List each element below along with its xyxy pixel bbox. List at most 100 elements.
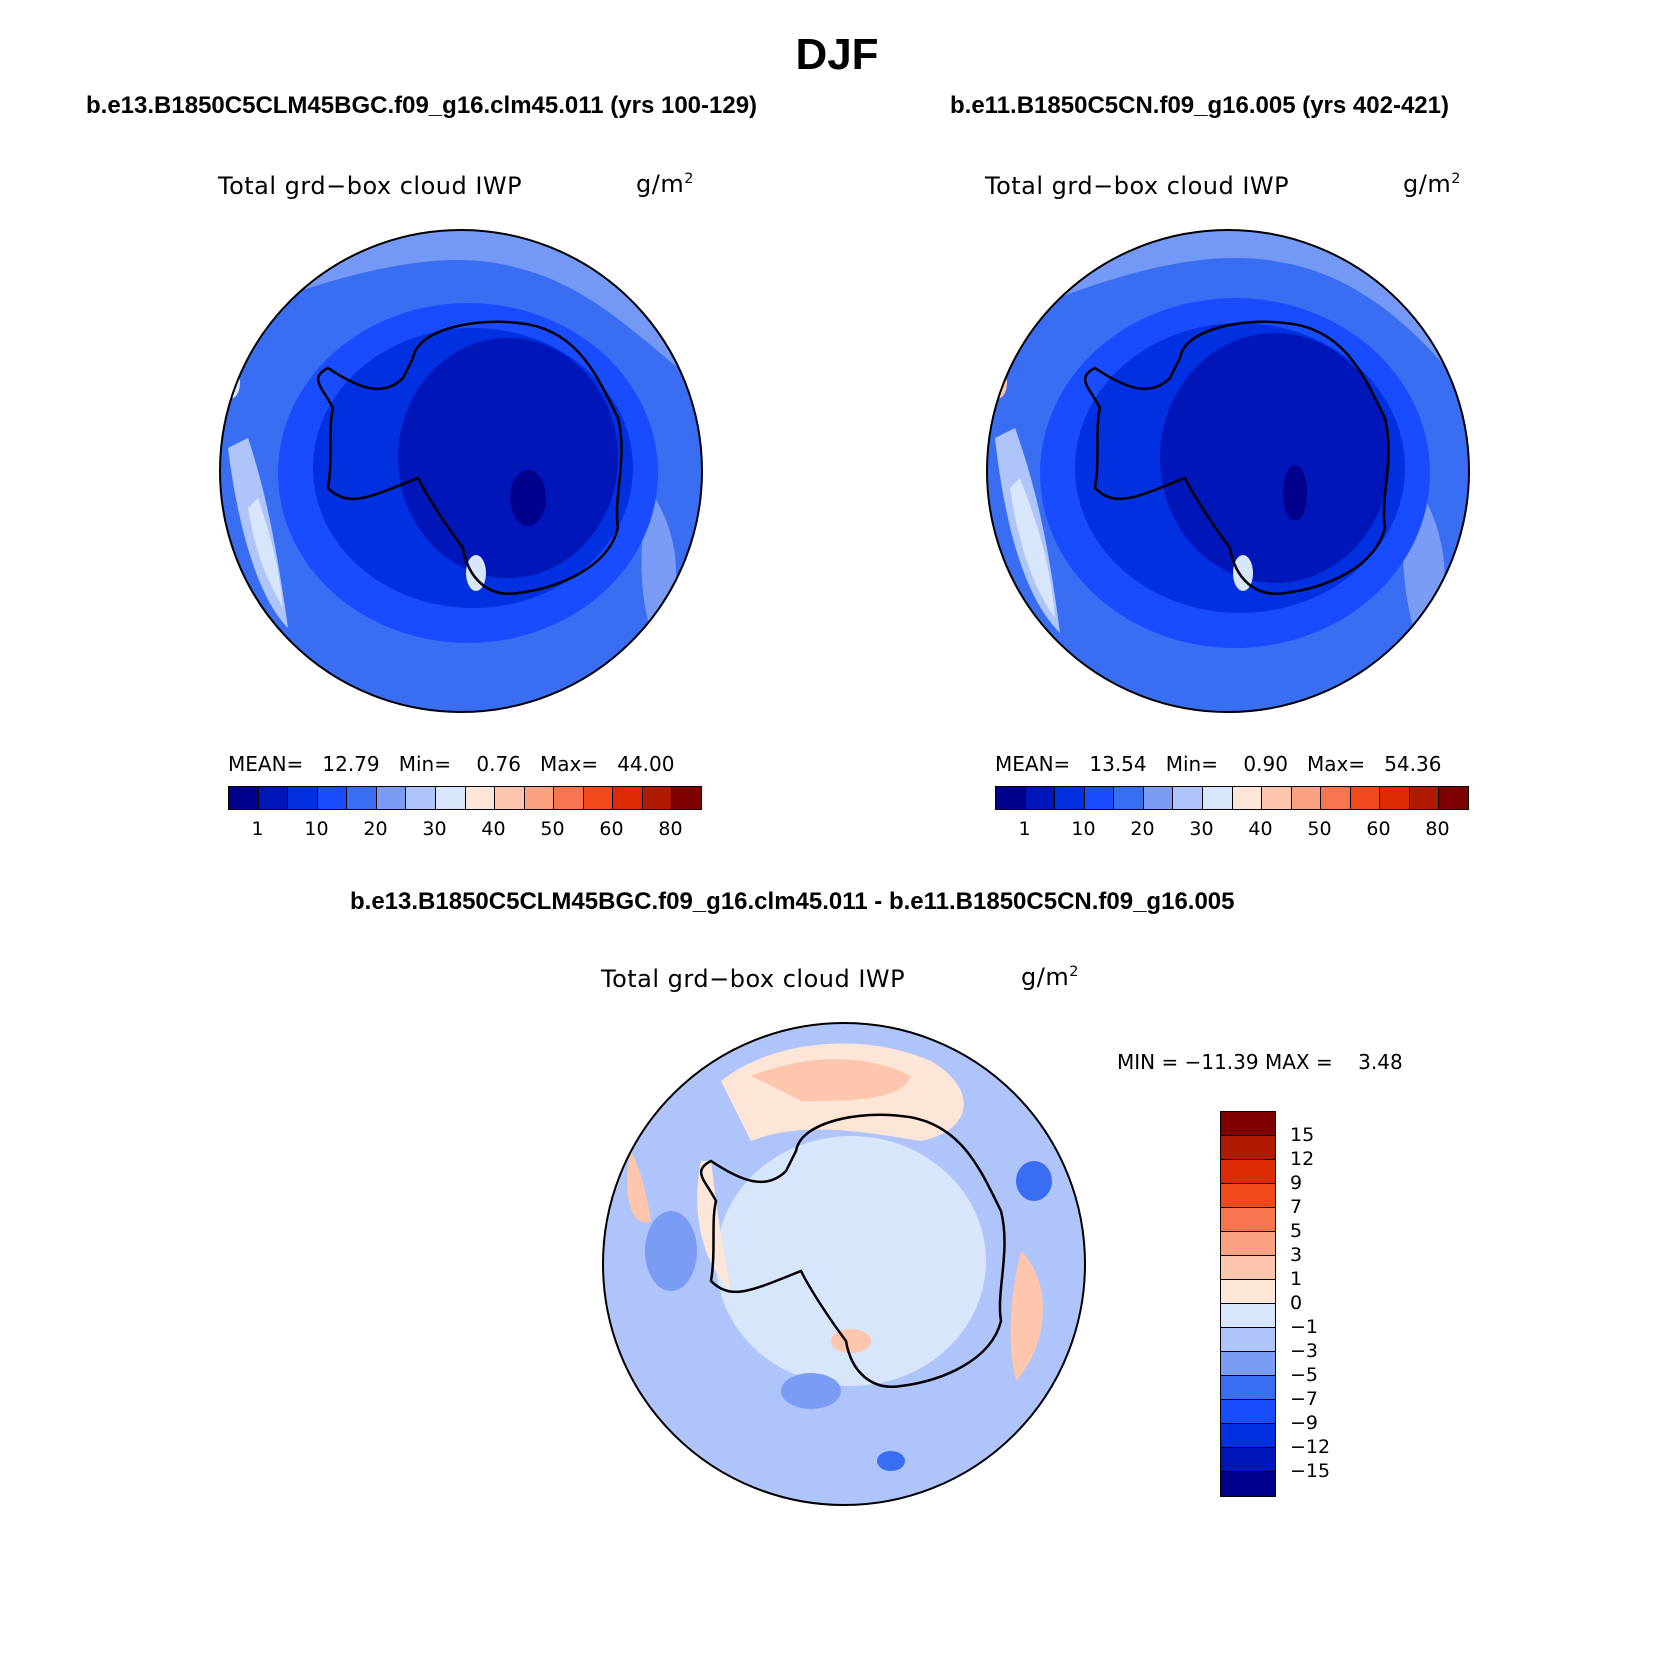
colorbar-tick-label: 30 [1189, 818, 1214, 840]
colorbar-swatch [1084, 787, 1115, 809]
colorbar-swatch [642, 787, 673, 809]
diff-case-title: b.e13.B1850C5CLM45BGC.f09_g16.clm45.011 … [350, 888, 1235, 915]
colorbar-tick-label: 20 [1130, 818, 1155, 840]
colorbar-tick-label: 12 [1290, 1148, 1315, 1170]
colorbar-swatch [1221, 1160, 1275, 1184]
diff-polar-map [602, 1022, 1086, 1506]
panel2-colorbar [995, 786, 1469, 810]
colorbar-swatch [288, 787, 318, 809]
panel1-mean-label: MEAN= [228, 752, 304, 776]
panel1-min-label: Min= [398, 752, 451, 776]
colorbar-swatch [1380, 787, 1410, 809]
panel1-variable-label: Total grd−box cloud IWP [218, 172, 523, 200]
panel2-polar-map [986, 229, 1470, 713]
colorbar-swatch [1221, 1136, 1275, 1160]
colorbar-swatch [1350, 787, 1381, 809]
colorbar-swatch [1221, 1328, 1275, 1352]
panel2-mean-label: MEAN= [995, 752, 1071, 776]
colorbar-swatch [1221, 1304, 1275, 1328]
colorbar-swatch [1221, 1256, 1275, 1280]
colorbar-tick-label: 9 [1290, 1172, 1303, 1194]
colorbar-tick-label: −7 [1290, 1388, 1319, 1410]
colorbar-swatch [1232, 787, 1263, 809]
colorbar-swatch [465, 787, 496, 809]
colorbar-swatch [1114, 787, 1144, 809]
figure-title: DJF [795, 30, 879, 79]
panel1-colorbar [228, 786, 702, 810]
colorbar-tick-label: −15 [1290, 1460, 1331, 1482]
colorbar-tick-label: 50 [1307, 818, 1332, 840]
colorbar-tick-label: −9 [1290, 1412, 1319, 1434]
diff-colorbar [1220, 1111, 1276, 1497]
panel2-mean-value: 13.54 [1089, 752, 1147, 776]
diff-units-label: g/m2 [1021, 963, 1079, 991]
colorbar-swatch [1221, 1208, 1275, 1232]
panel2-stats: MEAN= 13.54 Min= 0.90 Max= 54.36 [995, 752, 1441, 776]
colorbar-swatch [524, 787, 555, 809]
colorbar-swatch [229, 787, 259, 809]
diff-max-label: MAX = [1264, 1050, 1333, 1074]
colorbar-swatch [1221, 1280, 1275, 1304]
colorbar-swatch [1221, 1376, 1275, 1400]
panel1-polar-map [219, 229, 703, 713]
panel1-case-title: b.e13.B1850C5CLM45BGC.f09_g16.clm45.011 … [86, 92, 758, 119]
colorbar-swatch [1221, 1232, 1275, 1256]
colorbar-swatch [1439, 787, 1468, 809]
colorbar-swatch [613, 787, 643, 809]
colorbar-swatch [1055, 787, 1085, 809]
colorbar-swatch [1221, 1352, 1275, 1376]
colorbar-tick-label: 10 [304, 818, 329, 840]
colorbar-tick-label: 0 [1290, 1292, 1303, 1314]
colorbar-tick-label: 20 [363, 818, 388, 840]
colorbar-swatch [1025, 787, 1056, 809]
colorbar-tick-label: 10 [1071, 818, 1096, 840]
colorbar-swatch [435, 787, 466, 809]
colorbar-swatch [1262, 787, 1292, 809]
colorbar-tick-label: 60 [1366, 818, 1391, 840]
colorbar-swatch [1173, 787, 1203, 809]
panel1-mean-value: 12.79 [322, 752, 380, 776]
colorbar-tick-label: 40 [1248, 818, 1273, 840]
colorbar-tick-label: 3 [1290, 1244, 1303, 1266]
diff-min-value: −11.39 [1184, 1050, 1259, 1074]
colorbar-tick-label: 40 [481, 818, 506, 840]
panel2-max-label: Max= [1307, 752, 1366, 776]
colorbar-swatch [672, 787, 701, 809]
colorbar-tick-label: 60 [599, 818, 624, 840]
colorbar-swatch [554, 787, 584, 809]
colorbar-tick-label: 80 [658, 818, 683, 840]
colorbar-tick-label: 5 [1290, 1220, 1303, 1242]
colorbar-tick-label: 80 [1425, 818, 1450, 840]
colorbar-swatch [317, 787, 348, 809]
colorbar-tick-label: −1 [1290, 1316, 1319, 1338]
colorbar-tick-label: −3 [1290, 1340, 1319, 1362]
colorbar-tick-label: 1 [1018, 818, 1031, 840]
colorbar-tick-label: 30 [422, 818, 447, 840]
colorbar-tick-label: 50 [540, 818, 565, 840]
panel2-units-label: g/m2 [1403, 170, 1461, 198]
colorbar-swatch [1221, 1184, 1275, 1208]
diff-max-value: 3.48 [1358, 1050, 1403, 1074]
colorbar-tick-label: 7 [1290, 1196, 1303, 1218]
colorbar-tick-label: −12 [1290, 1436, 1331, 1458]
colorbar-tick-label: 15 [1290, 1124, 1315, 1146]
diff-variable-label: Total grd−box cloud IWP [601, 965, 906, 993]
panel1-max-value: 44.00 [617, 752, 675, 776]
colorbar-swatch [1202, 787, 1233, 809]
panel1-stats: MEAN= 12.79 Min= 0.76 Max= 44.00 [228, 752, 674, 776]
panel2-case-title: b.e11.B1850C5CN.f09_g16.005 (yrs 402-421… [950, 92, 1449, 119]
panel2-min-label: Min= [1165, 752, 1218, 776]
colorbar-tick-label: 1 [1290, 1268, 1303, 1290]
panel2-min-value: 0.90 [1243, 752, 1288, 776]
colorbar-swatch [1221, 1472, 1275, 1496]
colorbar-swatch [1221, 1112, 1275, 1136]
colorbar-swatch [347, 787, 377, 809]
diff-stats: MIN = −11.39 MAX = 3.48 [1117, 1050, 1403, 1074]
colorbar-tick-label: 1 [251, 818, 264, 840]
colorbar-swatch [1221, 1448, 1275, 1472]
panel2-variable-label: Total grd−box cloud IWP [985, 172, 1290, 200]
colorbar-swatch [376, 787, 407, 809]
panel2-max-value: 54.36 [1384, 752, 1442, 776]
colorbar-swatch [1291, 787, 1322, 809]
colorbar-swatch [406, 787, 436, 809]
